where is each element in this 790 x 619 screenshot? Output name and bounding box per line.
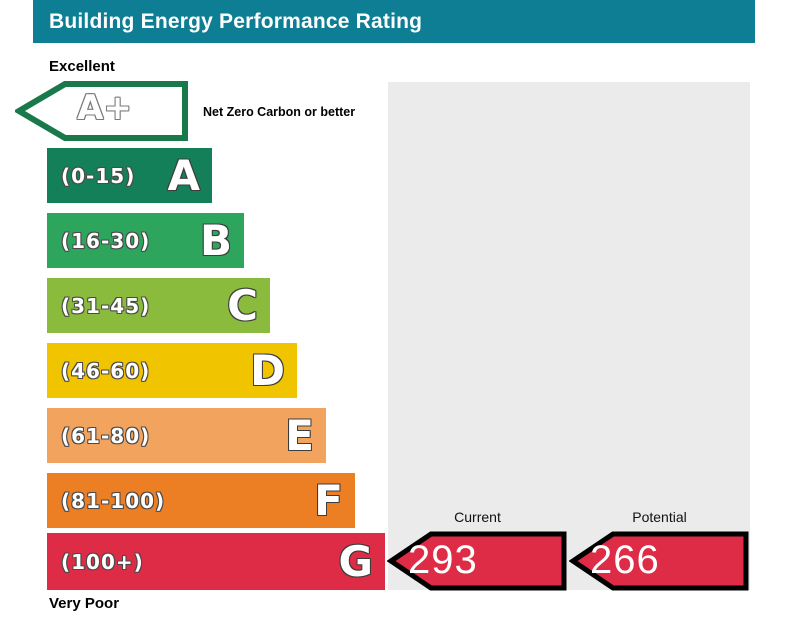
band-row-g: (100+) G	[47, 533, 385, 590]
band-letter: G	[338, 536, 373, 586]
potential-arrow-graphic	[568, 531, 749, 591]
potential-rating-arrow	[568, 530, 750, 592]
band-row-a: (0-15) A	[47, 148, 212, 203]
current-rating-arrow	[386, 530, 568, 592]
band-row-f: (81-100) F	[47, 473, 355, 528]
potential-column-label: Potential	[632, 509, 687, 525]
scale-label-very-poor: Very Poor	[49, 595, 120, 612]
band-letter: B	[199, 215, 232, 265]
net-zero-arrow-shape	[13, 81, 188, 141]
current-arrow-graphic	[386, 531, 567, 591]
band-range-label: (16-30)	[61, 228, 151, 253]
net-zero-arrow-graphic	[13, 81, 188, 141]
current-rating-value: 293	[408, 538, 478, 582]
header-bar: Building Energy Performance Rating	[33, 0, 755, 43]
scale-label-excellent: Excellent	[49, 58, 115, 75]
band-letter: A	[167, 150, 200, 200]
potential-rating-value: 266	[590, 538, 660, 582]
band-letter: C	[227, 280, 258, 330]
band-range-label: (81-100)	[61, 488, 166, 513]
band-range-label: (61-80)	[61, 423, 151, 448]
net-zero-description: Net Zero Carbon or better	[203, 105, 356, 119]
net-zero-band-label: A+	[77, 88, 132, 128]
band-row-c: (31-45) C	[47, 278, 270, 333]
net-zero-band-arrow	[13, 80, 190, 142]
band-row-b: (16-30) B	[47, 213, 244, 268]
rating-panel	[388, 82, 750, 590]
band-row-d: (46-60) D	[47, 343, 297, 398]
band-range-label: (100+)	[61, 549, 144, 574]
band-range-label: (46-60)	[61, 358, 151, 383]
current-column-label: Current	[454, 509, 501, 525]
band-letter: F	[314, 475, 343, 525]
band-letter: E	[285, 410, 314, 460]
band-range-label: (31-45)	[61, 293, 151, 318]
page-title: Building Energy Performance Rating	[49, 9, 423, 33]
band-letter: D	[250, 345, 285, 395]
band-range-label: (0-15)	[61, 163, 136, 188]
band-row-e: (61-80) E	[47, 408, 326, 463]
